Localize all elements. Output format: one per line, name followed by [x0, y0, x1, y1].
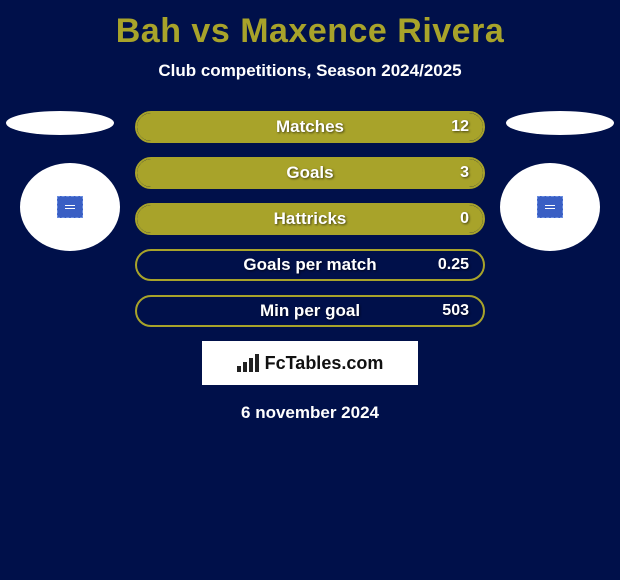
page-title: Bah vs Maxence Rivera	[0, 0, 620, 51]
date-label: 6 november 2024	[0, 403, 620, 423]
stat-value: 0.25	[438, 256, 469, 274]
stat-value: 12	[451, 118, 469, 136]
player-ellipse-left	[6, 111, 114, 135]
stat-value: 0	[460, 210, 469, 228]
stat-row: Hattricks 0	[135, 203, 485, 235]
stat-value: 503	[442, 302, 469, 320]
player-badge-right	[500, 163, 600, 251]
placeholder-icon	[537, 196, 563, 218]
stat-row: Min per goal 503	[135, 295, 485, 327]
stat-value: 3	[460, 164, 469, 182]
stat-row: Matches 12	[135, 111, 485, 143]
stat-label: Goals	[286, 163, 333, 183]
chart-icon	[237, 354, 259, 372]
brand-logo[interactable]: FcTables.com	[202, 341, 418, 385]
stat-row: Goals per match 0.25	[135, 249, 485, 281]
player-badge-left	[20, 163, 120, 251]
content-area: Matches 12 Goals 3 Hattricks 0 Goals per match…	[0, 111, 620, 423]
stats-list: Matches 12 Goals 3 Hattricks 0 Goals per match…	[135, 111, 485, 327]
stat-label: Hattricks	[274, 209, 347, 229]
placeholder-icon	[57, 196, 83, 218]
stat-row: Goals 3	[135, 157, 485, 189]
stat-label: Matches	[276, 117, 344, 137]
stat-label: Goals per match	[243, 255, 376, 275]
stat-label: Min per goal	[260, 301, 360, 321]
brand-logo-text: FcTables.com	[265, 353, 384, 374]
subtitle: Club competitions, Season 2024/2025	[0, 61, 620, 81]
comparison-widget: Bah vs Maxence Rivera Club competitions,…	[0, 0, 620, 423]
player-ellipse-right	[506, 111, 614, 135]
